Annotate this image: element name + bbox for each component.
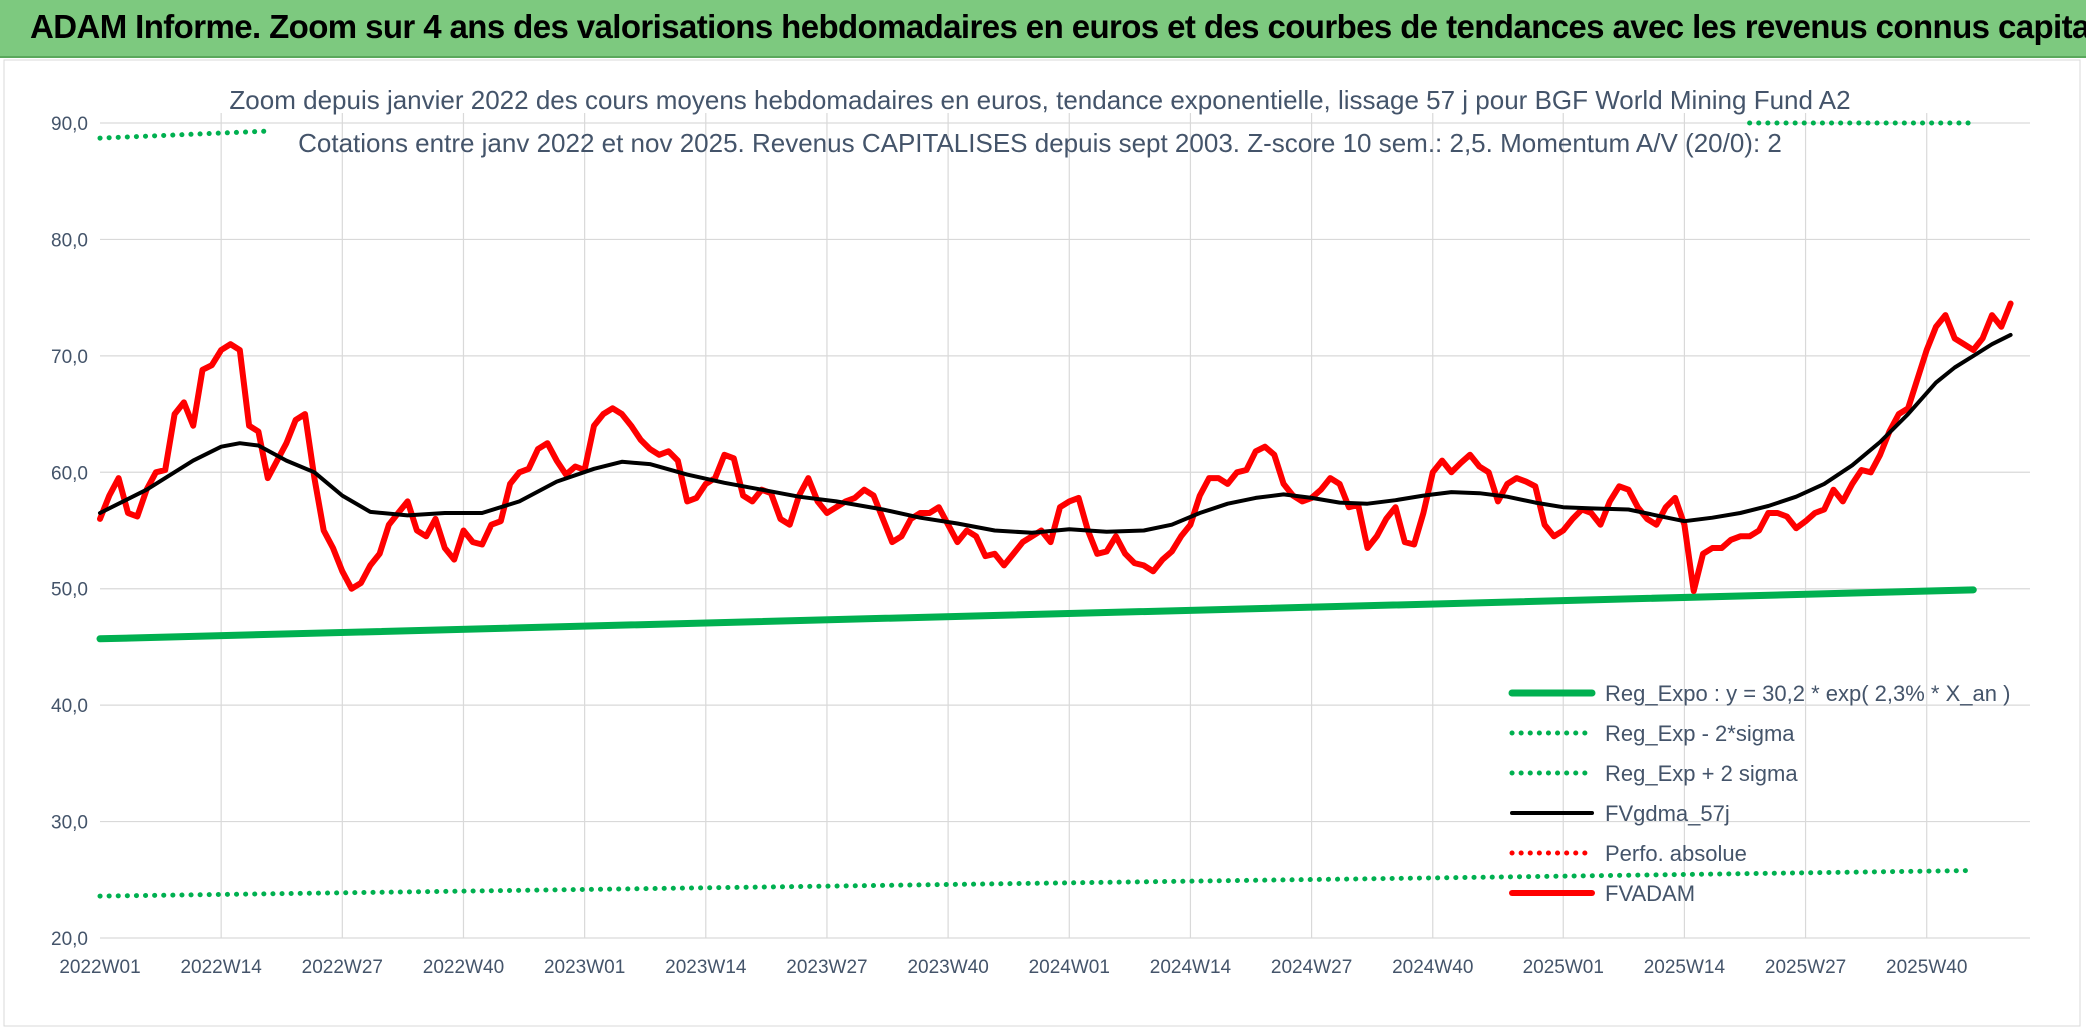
report-banner: ADAM Informe. Zoom sur 4 ans des valoris… [0, 0, 2086, 58]
legend-label-perfo-absolue: Perfo. absolue [1605, 841, 1747, 866]
y-tick-label: 40,0 [51, 696, 88, 717]
x-tick-label: 2022W01 [59, 957, 140, 978]
y-tick-label: 30,0 [51, 813, 88, 834]
x-tick-label: 2025W40 [1886, 957, 1967, 978]
chart-title-line-1: Zoom depuis janvier 2022 des cours moyen… [229, 85, 1850, 115]
report-title: ADAM Informe. Zoom sur 4 ans des valoris… [30, 8, 2086, 45]
x-tick-label: 2025W27 [1765, 957, 1846, 978]
series-line-reg-expo-y-30-2-exp-2-3-x-an [96, 586, 1977, 643]
y-tick-label: 20,0 [51, 929, 88, 950]
chart-title-line-2: Cotations entre janv 2022 et nov 2025. R… [298, 128, 1782, 158]
x-tick-label: 2024W14 [1150, 957, 1232, 978]
y-tick-label: 80,0 [51, 230, 88, 251]
series-line-fvadam [97, 300, 2014, 594]
axes: 20,0 30,0 40,0 50,0 60,0 70,0 80,0 90,0 2022W01 2… [51, 114, 1967, 978]
x-tick-label: 2025W01 [1523, 957, 1604, 978]
x-tick-label: 2024W01 [1029, 957, 1110, 978]
x-tick-label: 2023W14 [665, 957, 747, 978]
y-tick-label: 70,0 [51, 347, 88, 368]
x-tick-label: 2025W14 [1644, 957, 1726, 978]
x-tick-label: 2023W40 [907, 957, 988, 978]
y-tick-label: 90,0 [51, 114, 88, 135]
x-tick-label: 2023W27 [786, 957, 867, 978]
y-tick-label: 50,0 [51, 580, 88, 601]
legend-label-fvadam: FVADAM [1605, 881, 1695, 906]
legend-label-reg-expo-y-30-2-exp-2-3-x-an: Reg_Expo : y = 30,2 * exp( 2,3% * X_an ) [1605, 681, 2010, 706]
x-tick-label: 2023W01 [544, 957, 625, 978]
series-line-reg-exp-2-sigma [97, 128, 271, 141]
legend-label-reg-exp-2-sigma: Reg_Exp - 2*sigma [1605, 721, 1795, 746]
legend: Reg_Expo : y = 30,2 * exp( 2,3% * X_an )… [1508, 681, 2010, 906]
series-group [96, 120, 2014, 899]
x-tick-label: 2022W40 [423, 957, 504, 978]
x-tick-label: 2022W14 [180, 957, 262, 978]
x-tick-label: 2022W27 [302, 957, 383, 978]
x-tick-label: 2024W27 [1271, 957, 1352, 978]
y-tick-label: 60,0 [51, 463, 88, 484]
series-line-reg-exp-2-sigma [97, 868, 1976, 899]
legend-label-fvgdma-57j: FVgdma_57j [1605, 801, 1730, 826]
x-tick-label: 2024W40 [1392, 957, 1473, 978]
series-line-fvgdma-57j [98, 332, 2013, 535]
legend-label-reg-exp-2-sigma: Reg_Exp + 2 sigma [1605, 761, 1798, 786]
chart-border [3, 59, 2081, 1027]
